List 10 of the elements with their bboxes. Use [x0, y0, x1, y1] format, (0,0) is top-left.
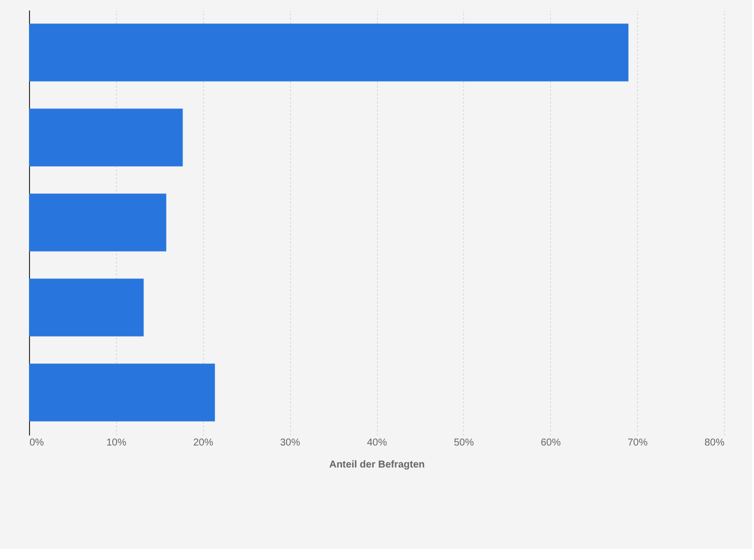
x-tick-label: 60%: [540, 438, 561, 448]
x-axis-title: Anteil der Befragten: [329, 460, 425, 470]
x-tick-label: 10%: [106, 438, 126, 448]
x-tick-label: 0%: [30, 438, 44, 448]
x-tick-label: 80%: [704, 438, 725, 448]
x-tick-label: 30%: [280, 438, 300, 448]
x-tick-label: 50%: [454, 438, 474, 448]
x-tick-label: 70%: [628, 438, 648, 448]
x-tick-label: 40%: [366, 438, 388, 448]
x-tick-label: 20%: [193, 438, 214, 448]
